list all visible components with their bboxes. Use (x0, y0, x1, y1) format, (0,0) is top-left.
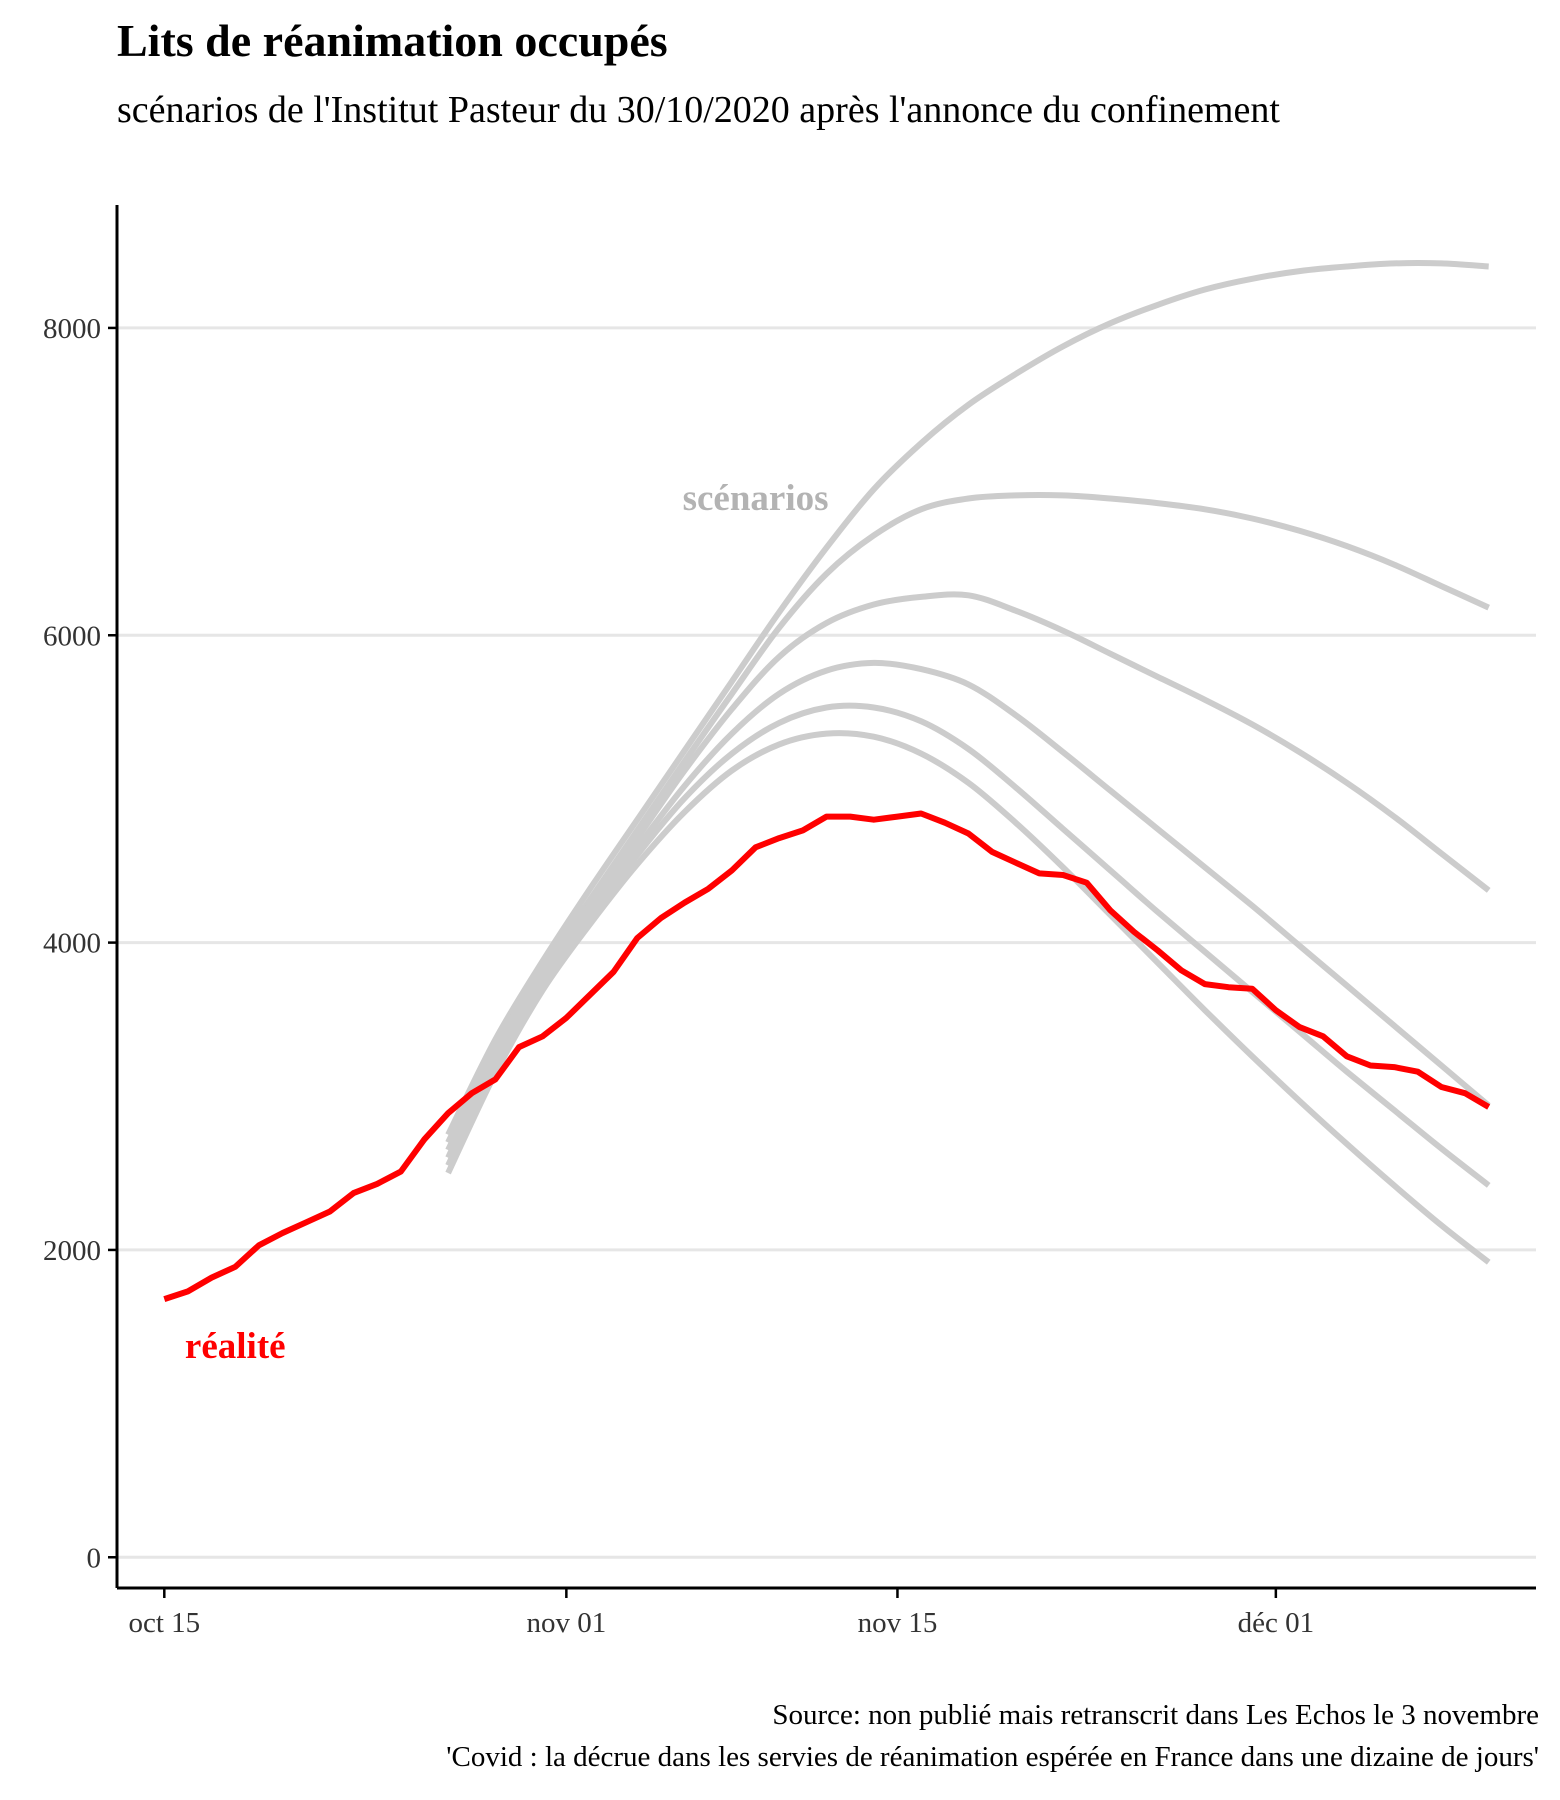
y-tick-label-2: 4000 (43, 928, 101, 960)
chart-title: Lits de réanimation occupés (117, 15, 668, 66)
y-tick-label-4: 8000 (43, 313, 101, 345)
chart-subtitle: scénarios de l'Institut Pasteur du 30/10… (117, 89, 1280, 131)
reality-line (163, 810, 1491, 1302)
scenario-line-5 (445, 702, 1491, 1188)
scenario-line-1 (445, 260, 1489, 1137)
reality-label: réalité (185, 1326, 286, 1367)
article-caption: 'Covid : la décrue dans les servies de r… (446, 1741, 1539, 1773)
scenarios-label: scénarios (683, 478, 829, 519)
y-tick-label-0: 0 (87, 1542, 102, 1574)
series-labels: scénarios réalité (185, 478, 829, 1367)
source-caption: Source: non publié mais retranscrit dans… (772, 1699, 1539, 1731)
x-tick-label-2: nov 15 (858, 1607, 938, 1639)
scenario-line-3 (445, 591, 1491, 1152)
y-tick-label-1: 2000 (43, 1235, 101, 1267)
x-tick-label-3: déc 01 (1238, 1607, 1315, 1639)
scenario-line-6 (445, 730, 1491, 1265)
x-tick-label-1: nov 01 (526, 1607, 606, 1639)
x-tick-label-0: oct 15 (128, 1607, 200, 1639)
axes: 0 2000 4000 6000 8000 oct 15 nov 01 nov 15 déc 0… (43, 205, 1536, 1639)
scenario-line-4 (445, 659, 1491, 1159)
reality-line-group (163, 810, 1491, 1302)
y-tick-label-3: 6000 (43, 620, 101, 652)
scenario-lines (445, 260, 1491, 1265)
